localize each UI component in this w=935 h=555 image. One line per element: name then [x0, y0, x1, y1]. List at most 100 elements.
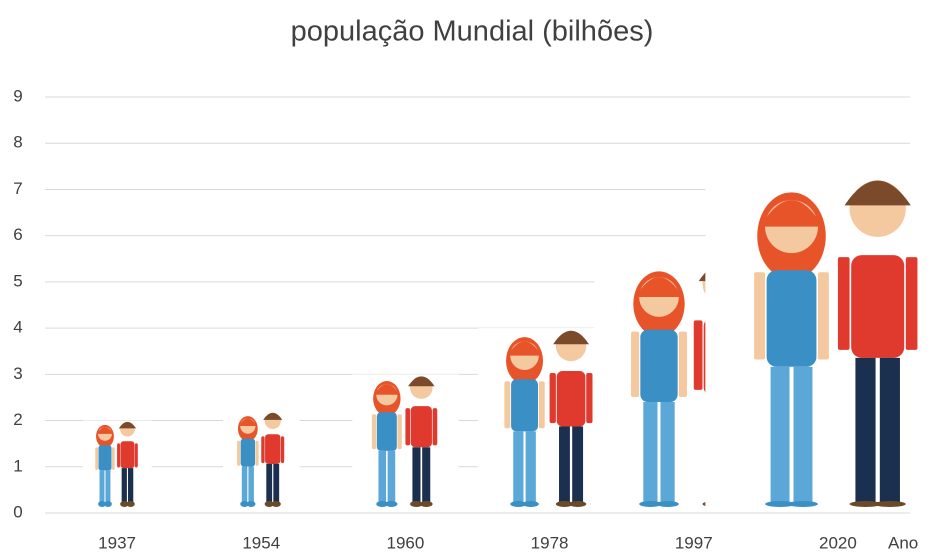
- leg: [660, 402, 675, 503]
- arm: [280, 436, 285, 464]
- hair: [263, 412, 283, 420]
- torso: [640, 329, 678, 403]
- arm: [693, 320, 703, 390]
- shoe: [240, 501, 249, 507]
- torso: [410, 406, 432, 448]
- arm: [397, 414, 402, 450]
- pictogram: [222, 411, 300, 511]
- shoe: [765, 501, 796, 507]
- shoe: [419, 501, 433, 507]
- arm: [905, 257, 918, 350]
- leg: [513, 431, 524, 503]
- pictogram-background: [82, 420, 152, 511]
- shoe: [788, 501, 818, 507]
- y-tick-label: 8: [13, 133, 22, 152]
- leg: [105, 470, 111, 503]
- torso: [511, 379, 538, 432]
- leg: [128, 468, 134, 503]
- torso: [376, 412, 397, 451]
- arm: [255, 440, 259, 466]
- hair: [238, 418, 257, 427]
- hair: [844, 180, 911, 206]
- arm: [111, 447, 115, 470]
- pictogram-background: [222, 411, 300, 511]
- shoe: [104, 501, 112, 507]
- torso: [766, 270, 817, 367]
- pictogram: [82, 420, 152, 511]
- torso: [556, 371, 586, 427]
- leg: [793, 366, 813, 503]
- arm: [817, 272, 829, 360]
- shoe: [271, 501, 281, 507]
- leg: [525, 431, 536, 503]
- arm: [371, 414, 377, 450]
- arm: [586, 373, 593, 424]
- shoe: [569, 501, 587, 507]
- leg: [422, 447, 431, 503]
- hair: [635, 277, 683, 298]
- shoe: [126, 501, 135, 507]
- arm: [504, 381, 511, 429]
- torso: [265, 434, 281, 464]
- leg: [643, 402, 658, 503]
- arm: [117, 443, 121, 468]
- shoe: [639, 501, 662, 507]
- leg: [99, 470, 105, 503]
- arm: [630, 331, 640, 398]
- shoe: [510, 501, 527, 507]
- leg: [387, 450, 396, 503]
- pictogram: [705, 175, 935, 512]
- arm: [134, 443, 138, 468]
- x-tick-label: 1954: [242, 533, 280, 552]
- y-tick-label: 0: [13, 502, 22, 521]
- y-tick-label: 9: [13, 86, 22, 105]
- leg: [121, 468, 127, 503]
- y-tick-label: 2: [13, 410, 22, 429]
- shoe: [555, 501, 574, 507]
- y-tick-label: 1: [13, 456, 22, 475]
- pictogram: [352, 374, 459, 511]
- leg: [273, 463, 280, 503]
- shoe: [120, 501, 129, 507]
- arm: [538, 381, 545, 429]
- arm: [95, 447, 99, 470]
- shoe: [522, 501, 539, 507]
- arm: [432, 408, 438, 446]
- shoe: [385, 501, 398, 507]
- hair: [118, 421, 137, 429]
- y-tick-label: 3: [13, 364, 22, 383]
- torso: [98, 445, 112, 471]
- arm: [405, 408, 411, 446]
- shoe: [410, 501, 423, 507]
- x-axis-label: Ano: [888, 533, 918, 552]
- leg: [572, 426, 584, 503]
- y-tick-label: 6: [13, 225, 22, 244]
- leg: [378, 450, 387, 503]
- hair: [408, 376, 435, 387]
- shoe: [849, 501, 882, 507]
- x-tick-label: 1978: [531, 533, 569, 552]
- hair: [374, 384, 400, 395]
- arm: [261, 436, 265, 464]
- hair: [760, 200, 823, 227]
- arm: [754, 272, 766, 360]
- shoe: [656, 501, 679, 507]
- leg: [266, 463, 273, 503]
- arm: [237, 440, 241, 466]
- y-tick-label: 7: [13, 179, 22, 198]
- leg: [770, 366, 790, 503]
- y-tick-label: 4: [13, 318, 22, 337]
- chart-title: população Mundial (bilhões): [291, 16, 654, 48]
- hair: [553, 330, 589, 345]
- leg: [559, 426, 570, 503]
- arm: [549, 373, 556, 424]
- torso: [240, 438, 256, 467]
- leg: [241, 466, 248, 503]
- x-tick-label: 1997: [675, 533, 713, 552]
- torso: [120, 441, 135, 469]
- x-tick-label: 1937: [98, 533, 136, 552]
- hair: [507, 341, 542, 356]
- x-tick-label: 1960: [387, 533, 425, 552]
- torso: [851, 255, 905, 358]
